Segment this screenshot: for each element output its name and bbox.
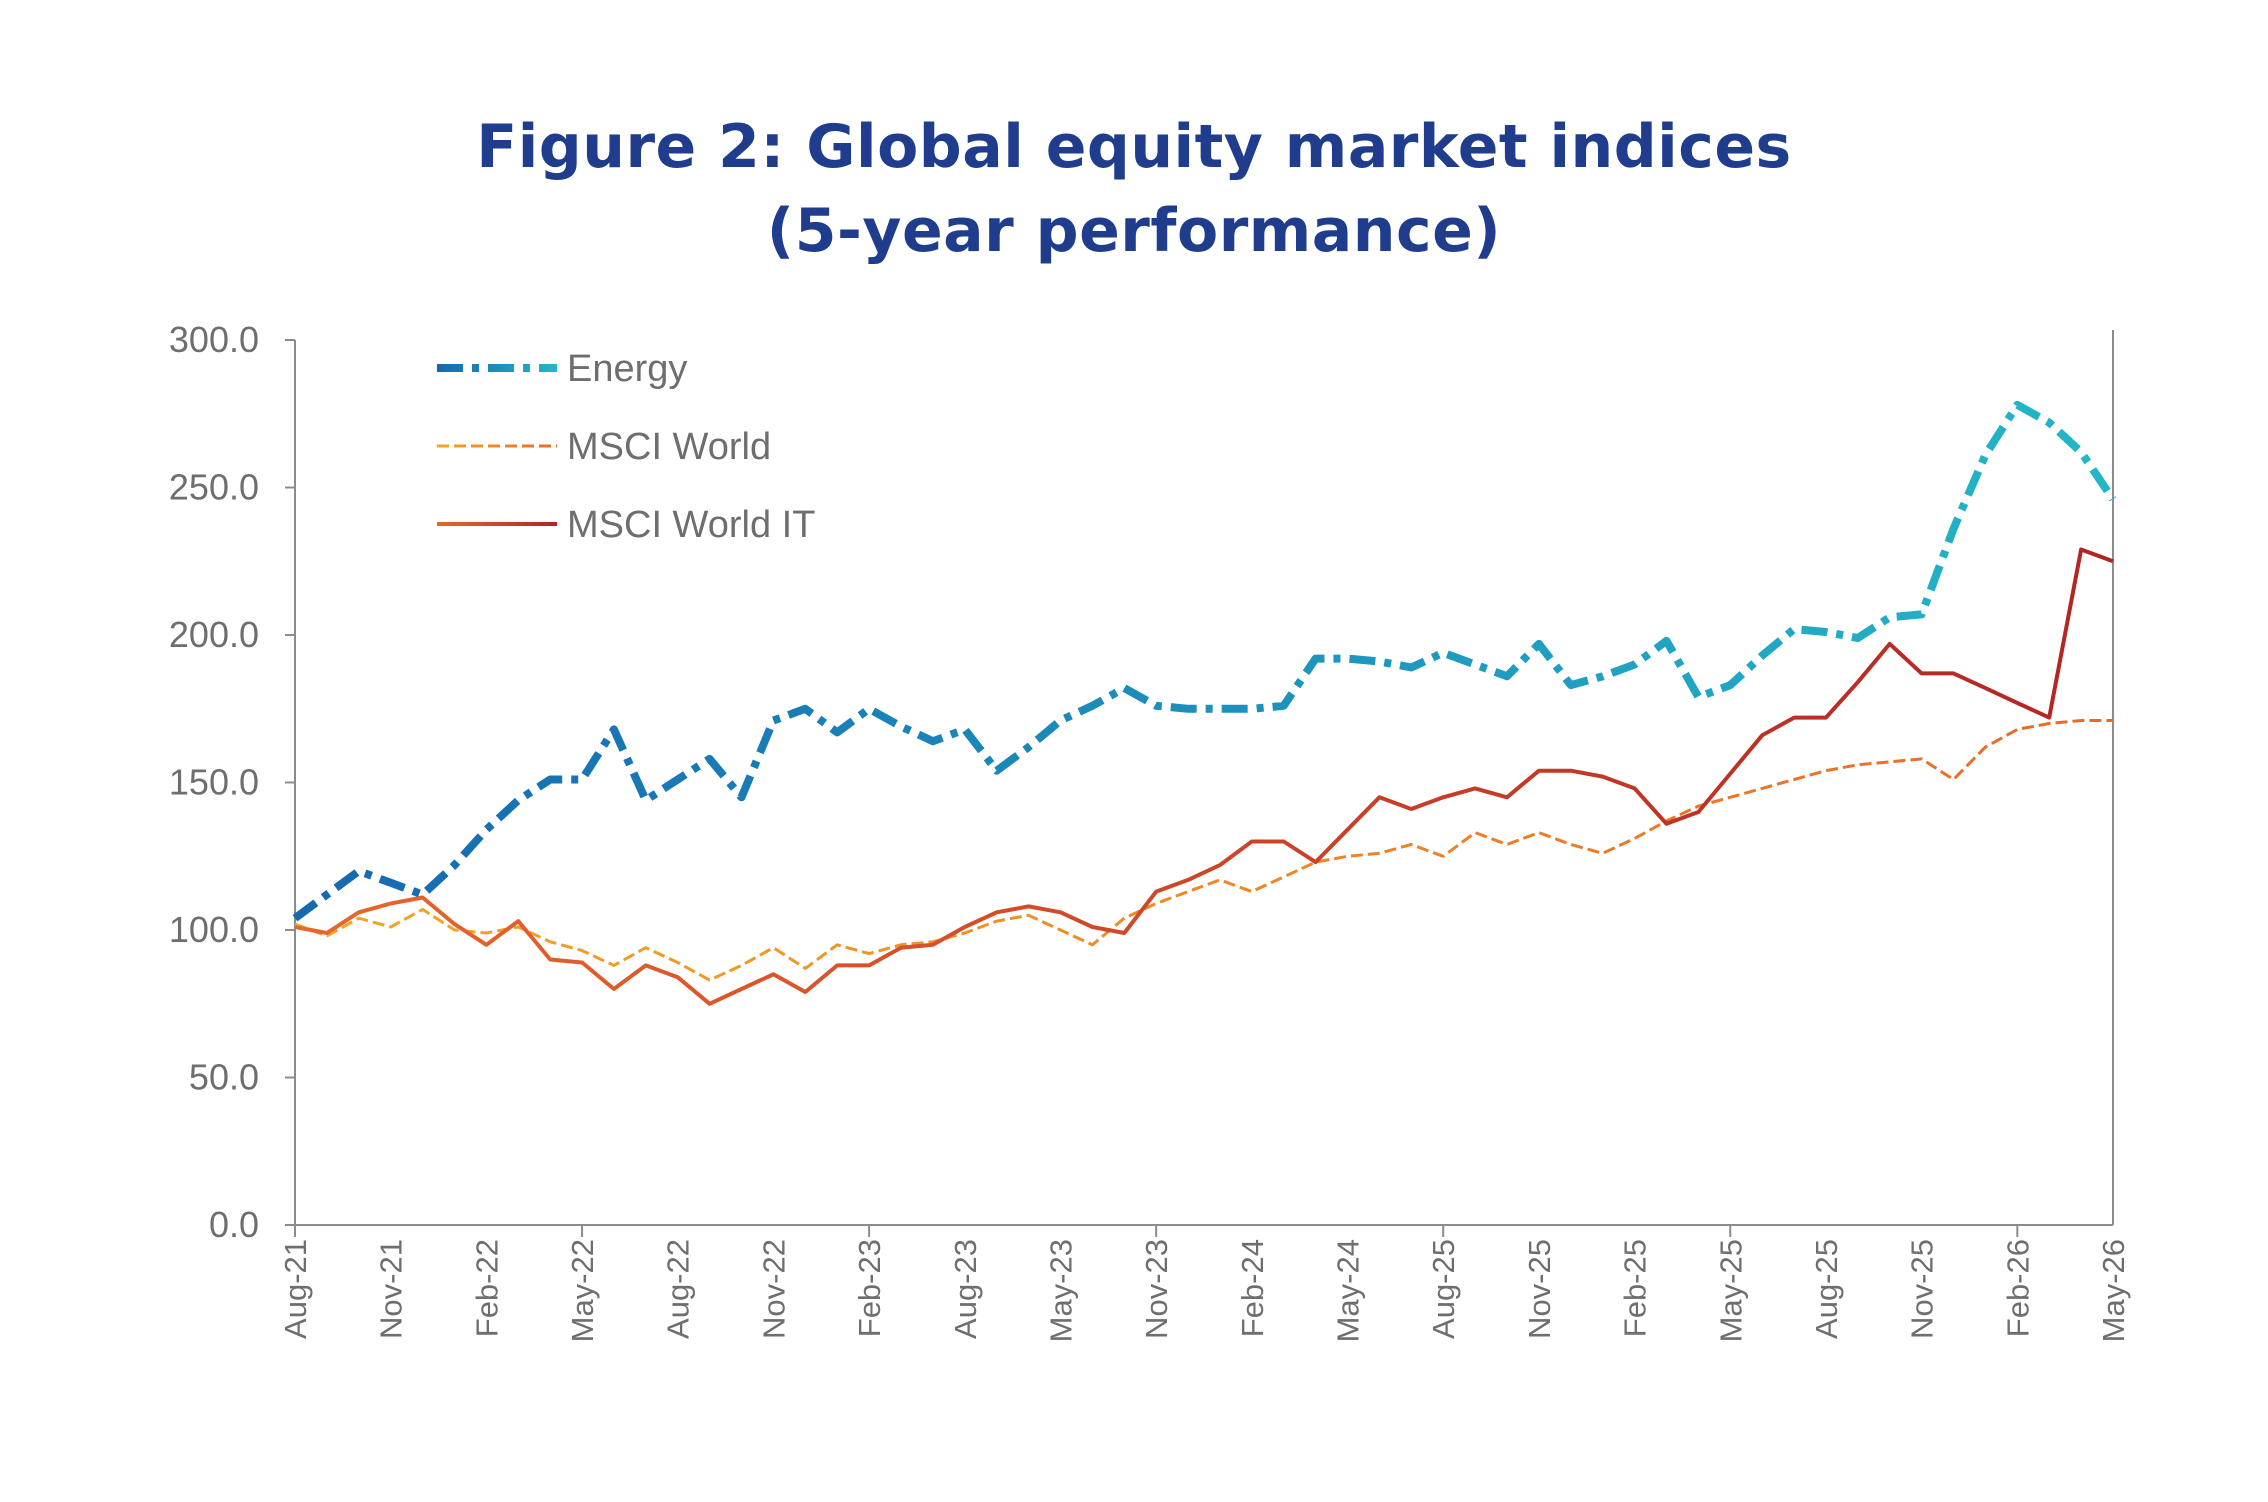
series-layer <box>292 400 2117 1006</box>
x-tick-label: Nov-21 <box>374 1239 409 1339</box>
x-tick-label: Aug-22 <box>661 1239 696 1339</box>
x-tick-label: May-26 <box>2096 1239 2131 1342</box>
x-tick-label: May-24 <box>1331 1239 1366 1342</box>
x-tick-label: Feb-26 <box>2000 1239 2035 1337</box>
chart-legend: Energy MSCI World MSCI World IT <box>437 348 815 546</box>
y-tick-label: 300.0 <box>169 319 259 360</box>
x-tick-label: May-25 <box>1713 1239 1748 1342</box>
x-tick-label: Feb-22 <box>469 1239 504 1337</box>
y-tick-label: 50.0 <box>189 1057 259 1098</box>
series-line-energy <box>292 400 2117 922</box>
y-tick-label: 250.0 <box>169 467 259 508</box>
y-tick-label: 200.0 <box>169 614 259 655</box>
x-tick-label: Feb-23 <box>852 1239 887 1337</box>
y-tick-label: 100.0 <box>169 909 259 950</box>
x-tick-label: Nov-25 <box>1905 1239 1940 1339</box>
x-tick-label: Aug-23 <box>948 1239 983 1339</box>
chart-axes: 0.0 50.0 100.0 150.0 200.0 250.0 300.0 Aug-21 No… <box>169 319 2131 1342</box>
legend-label-msci-world: MSCI World <box>567 426 771 468</box>
chart-title-line-1: Figure 2: Global equity market indices <box>476 112 1792 182</box>
chart-title: Figure 2: Global equity market indices (… <box>0 105 2268 273</box>
x-tick-label: Nov-23 <box>1139 1239 1174 1339</box>
chart-title-line-2: (5-year performance) <box>766 196 1502 266</box>
series-line-msci-world <box>294 719 2113 982</box>
legend-label-energy: Energy <box>567 348 687 390</box>
series-line-msci-world-it <box>294 547 2114 1006</box>
x-tick-label: Feb-24 <box>1235 1239 1270 1337</box>
x-tick-label: May-23 <box>1043 1239 1078 1342</box>
x-tick-label: Aug-25 <box>1809 1239 1844 1339</box>
x-tick-label: Aug-21 <box>278 1239 313 1339</box>
x-tick-label: Feb-25 <box>1618 1239 1653 1337</box>
y-tick-label: 0.0 <box>209 1204 259 1245</box>
x-tick-label: Nov-22 <box>756 1239 791 1339</box>
x-tick-label: May-22 <box>565 1239 600 1342</box>
y-tick-label: 150.0 <box>169 762 259 803</box>
x-tick-label: Nov-25 <box>1522 1239 1557 1339</box>
legend-label-msci-world-it: MSCI World IT <box>567 504 815 546</box>
x-tick-label: Aug-25 <box>1426 1239 1461 1339</box>
